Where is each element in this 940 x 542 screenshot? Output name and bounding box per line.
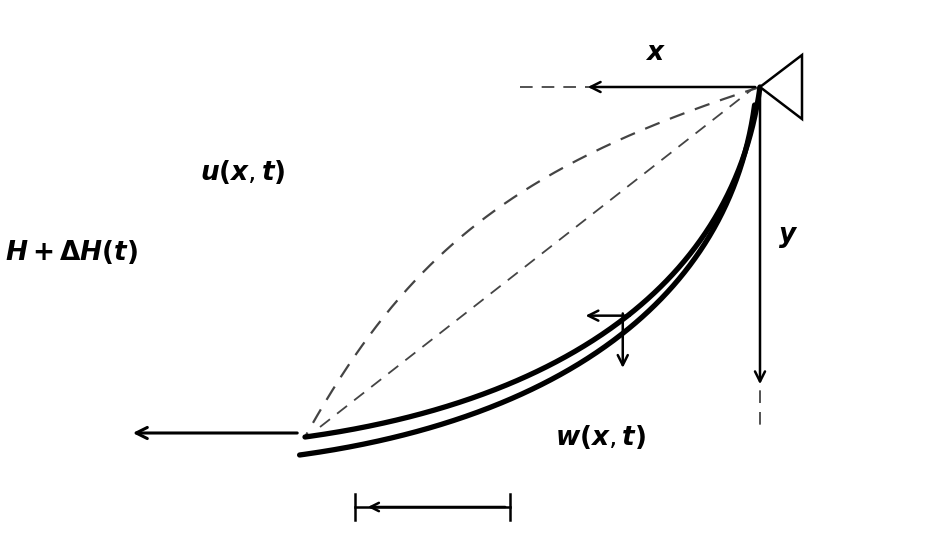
Text: $\boldsymbol{x}$: $\boldsymbol{x}$ (645, 40, 666, 65)
Text: $\boldsymbol{w(x,t)}$: $\boldsymbol{w(x,t)}$ (555, 423, 647, 451)
Text: $\boldsymbol{u(x,t)}$: $\boldsymbol{u(x,t)}$ (200, 158, 286, 186)
Text: $\boldsymbol{y}$: $\boldsymbol{y}$ (778, 224, 798, 249)
Polygon shape (760, 55, 802, 119)
Text: $\boldsymbol{H+\Delta H(t)}$: $\boldsymbol{H+\Delta H(t)}$ (5, 238, 138, 266)
